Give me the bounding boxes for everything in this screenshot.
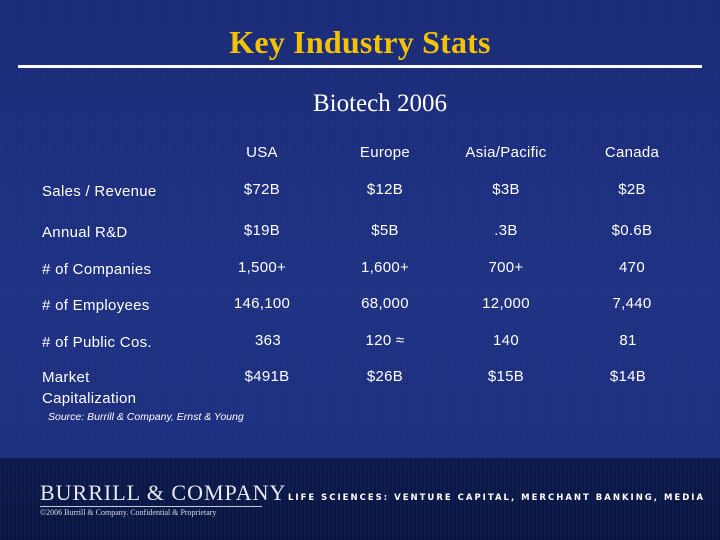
title-divider: [18, 65, 702, 68]
table-cell: $0.6B: [611, 222, 653, 239]
copyright-notice: ©2006 Burrill & Company. Confidential & …: [40, 508, 217, 517]
company-logo: BURRILL & COMPANY: [40, 480, 287, 505]
row-label-companies: # of Companies: [42, 261, 152, 278]
table-cell: $15B: [487, 368, 525, 385]
column-header-canada: Canada: [604, 144, 660, 161]
column-header-usa: USA: [246, 144, 278, 161]
table-cell: 120 ≈: [365, 332, 405, 349]
table-cell: $2B: [618, 181, 646, 198]
table-cell: 146,100: [233, 295, 291, 312]
table-cell: .3B: [494, 222, 518, 239]
column-header-europe: Europe: [359, 144, 411, 161]
table-cell: 470: [619, 259, 645, 276]
table-cell: 1,500+: [237, 259, 287, 276]
row-label-sales-revenue: Sales / Revenue: [42, 183, 157, 200]
row-label-public-cos: # of Public Cos.: [42, 334, 152, 351]
table-cell: 363: [255, 332, 281, 349]
table-cell: $26B: [366, 368, 404, 385]
table-cell: $19B: [243, 222, 281, 239]
table-cell: $491B: [244, 368, 290, 385]
table-cell: $5B: [371, 222, 399, 239]
table-cell: 81: [619, 332, 637, 349]
footer-band: BURRILL & COMPANY: [0, 458, 720, 540]
row-label-employees: # of Employees: [42, 297, 150, 314]
table-cell: 7,440: [612, 295, 652, 312]
table-cell: 12,000: [482, 295, 530, 312]
table-cell: 140: [493, 332, 519, 349]
footer-tagline: LIFE SCIENCES: VENTURE CAPITAL, MERCHANT…: [288, 493, 706, 503]
table-cell: $3B: [492, 181, 520, 198]
table-cell: 68,000: [361, 295, 409, 312]
logo-underline: [40, 506, 262, 507]
slide-title: Key Industry Stats: [229, 24, 491, 60]
table-cell: 1,600+: [360, 259, 410, 276]
row-label-annual-rd: Annual R&D: [42, 224, 128, 241]
table-cell: $14B: [609, 368, 647, 385]
source-note: Source: Burrill & Company, Ernst & Young: [48, 411, 244, 423]
table-cell: $72B: [243, 181, 281, 198]
column-header-asia-pacific: Asia/Pacific: [465, 144, 547, 161]
table-cell: $12B: [366, 181, 404, 198]
table-subtitle: Biotech 2006: [312, 90, 447, 117]
row-label-market-capitalization: Market Capitalization: [42, 369, 137, 407]
table-cell: 700+: [488, 259, 524, 276]
